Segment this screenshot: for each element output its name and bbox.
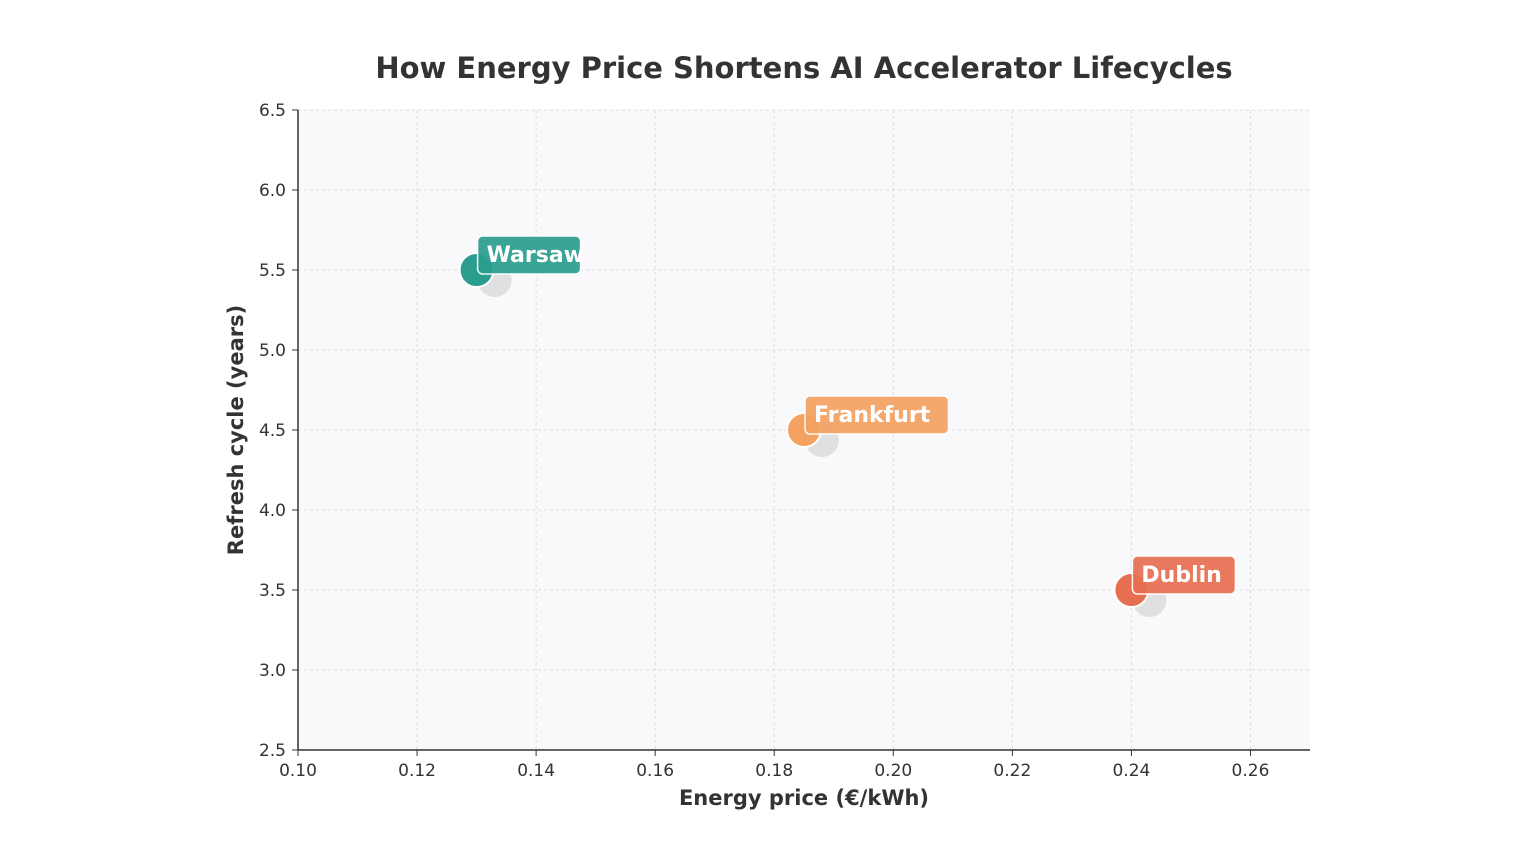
y-tick-label: 4.0 <box>259 501 286 521</box>
point-label: Frankfurt <box>814 403 931 428</box>
x-axis-label: Energy price (€/kWh) <box>679 786 929 810</box>
x-tick-label: 0.14 <box>517 761 555 781</box>
y-tick-label: 5.0 <box>259 341 286 361</box>
y-tick-label: 6.5 <box>259 101 286 121</box>
y-tick-label: 5.5 <box>259 261 286 281</box>
y-axis-label: Refresh cycle (years) <box>224 305 248 555</box>
point-label: Warsaw <box>487 243 584 268</box>
y-tick-label: 2.5 <box>259 741 286 761</box>
x-tick-label: 0.24 <box>1112 761 1150 781</box>
point-label: Dublin <box>1141 563 1221 588</box>
y-tick-label: 6.0 <box>259 181 286 201</box>
x-tick-label: 0.10 <box>279 761 317 781</box>
x-tick-label: 0.16 <box>636 761 674 781</box>
x-tick-label: 0.18 <box>755 761 793 781</box>
x-tick-label: 0.22 <box>993 761 1031 781</box>
y-tick-label: 3.5 <box>259 581 286 601</box>
data-point-frankfurt: Frankfurt <box>786 395 950 457</box>
y-tick-label: 4.5 <box>259 421 286 441</box>
data-point-dublin: Dublin <box>1113 555 1237 617</box>
chart-title: How Energy Price Shortens AI Accelerator… <box>375 51 1232 85</box>
axes: 0.10 0.12 0.14 0.16 0.18 0.20 0.22 0.24 0.26 2.5 3… <box>259 101 1310 781</box>
y-tick-label: 3.0 <box>259 661 286 681</box>
data-points: Warsaw Frankfurt Dublin <box>458 235 1237 617</box>
x-tick-label: 0.26 <box>1232 761 1270 781</box>
point-label-box <box>476 235 582 275</box>
x-tick-label: 0.20 <box>874 761 912 781</box>
x-tick-label: 0.12 <box>398 761 436 781</box>
data-point-warsaw: Warsaw <box>458 235 584 297</box>
point-label-box <box>1131 555 1237 595</box>
point-label-box <box>804 395 950 435</box>
